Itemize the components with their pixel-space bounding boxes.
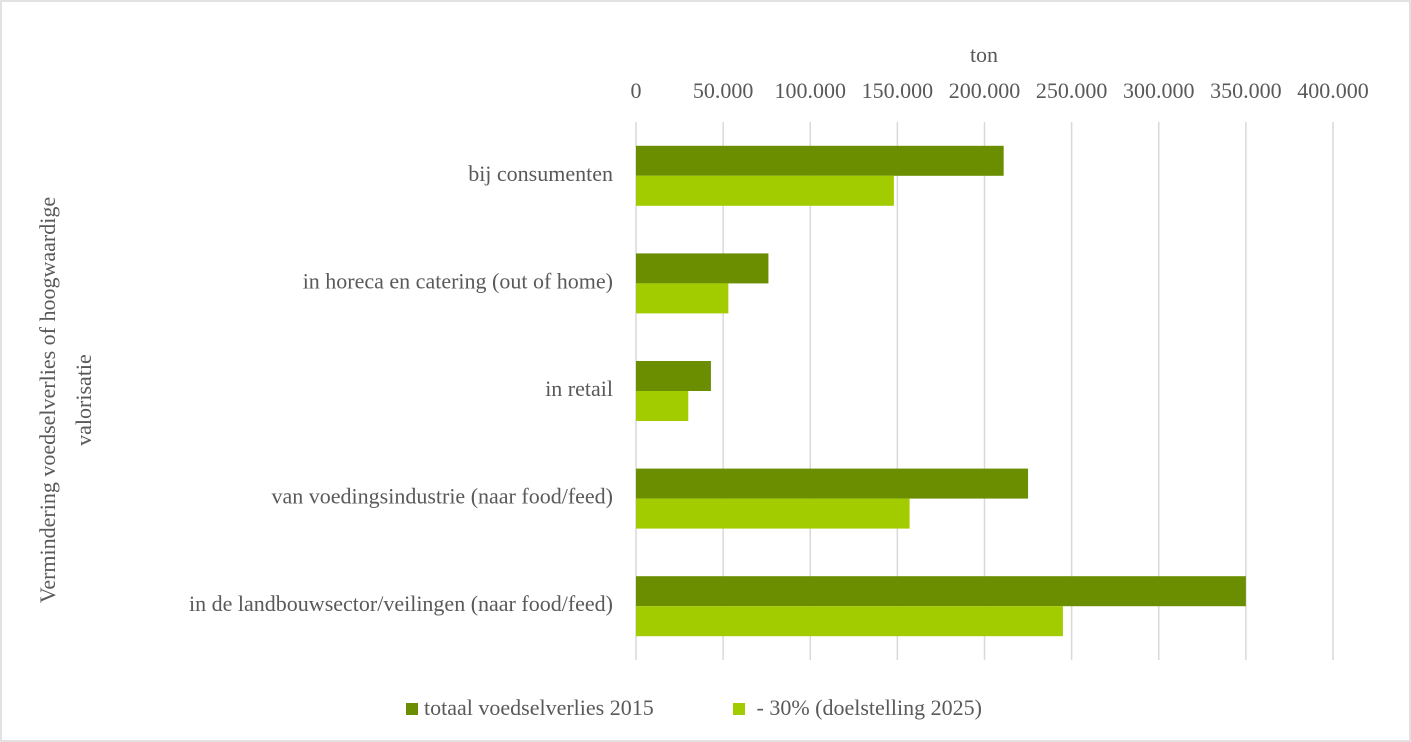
bar (636, 253, 769, 284)
x-axis-title: ton (970, 42, 998, 67)
y-tick-label: in retail (545, 376, 613, 401)
legend-label: - 30% (doelstelling 2025) (751, 695, 982, 720)
legend-swatch (406, 703, 418, 715)
x-tick-label: 150.000 (862, 78, 934, 103)
y-tick-label: bij consumenten (468, 161, 613, 186)
y-tick-label: in horeca en catering (out of home) (303, 268, 613, 293)
bar (636, 606, 1063, 637)
bar (636, 576, 1246, 607)
x-tick-label: 200.000 (949, 78, 1021, 103)
legend-swatch (733, 703, 745, 715)
x-tick-label: 0 (631, 78, 642, 103)
bar (636, 145, 1004, 176)
bar (636, 361, 711, 391)
y-axis-title: valorisatie (71, 354, 96, 446)
bar (636, 468, 1029, 499)
bar (636, 391, 689, 421)
bar (636, 498, 910, 529)
y-tick-label: van voedingsindustrie (naar food/feed) (272, 484, 614, 509)
y-axis-title: Vermindering voedselverlies of hoogwaard… (35, 197, 60, 603)
bar (636, 283, 729, 314)
legend-label: totaal voedselverlies 2015 (424, 695, 654, 720)
x-tick-label: 100.000 (775, 78, 847, 103)
x-tick-label: 300.000 (1123, 78, 1195, 103)
x-tick-label: 400.000 (1297, 78, 1369, 103)
x-tick-label: 250.000 (1036, 78, 1108, 103)
bar (636, 175, 894, 206)
y-tick-label: in de landbouwsector/veilingen (naar foo… (189, 591, 613, 616)
x-tick-label: 350.000 (1210, 78, 1282, 103)
x-tick-label: 50.000 (693, 78, 754, 103)
